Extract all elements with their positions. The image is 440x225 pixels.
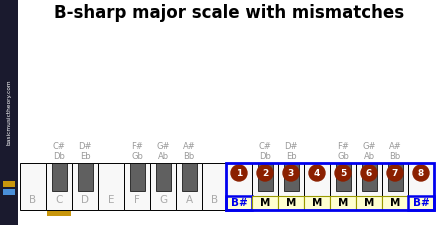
Bar bbox=[98, 163, 124, 210]
Circle shape bbox=[231, 165, 247, 181]
Bar bbox=[283, 163, 298, 191]
Bar bbox=[362, 163, 377, 191]
Circle shape bbox=[361, 165, 377, 181]
Bar bbox=[150, 163, 176, 210]
Text: M: M bbox=[338, 198, 348, 208]
Text: G: G bbox=[159, 195, 167, 205]
Bar bbox=[304, 196, 330, 210]
Text: A#
Bb: A# Bb bbox=[183, 142, 195, 161]
Text: M: M bbox=[364, 198, 374, 208]
Bar bbox=[46, 163, 72, 210]
Text: F#
Gb: F# Gb bbox=[131, 142, 143, 161]
Text: E: E bbox=[108, 195, 114, 205]
Text: M: M bbox=[260, 198, 270, 208]
Bar bbox=[382, 196, 408, 210]
Bar bbox=[257, 163, 272, 191]
Text: M: M bbox=[312, 198, 322, 208]
Text: F: F bbox=[134, 195, 140, 205]
Text: D: D bbox=[81, 195, 89, 205]
Bar bbox=[408, 196, 434, 210]
Text: B: B bbox=[212, 195, 219, 205]
Text: D#
Eb: D# Eb bbox=[78, 142, 92, 161]
Text: 4: 4 bbox=[314, 169, 320, 178]
Circle shape bbox=[335, 165, 351, 181]
Bar bbox=[3, 181, 15, 187]
Text: 2: 2 bbox=[262, 169, 268, 178]
Text: A: A bbox=[185, 195, 193, 205]
Circle shape bbox=[413, 165, 429, 181]
Bar bbox=[408, 163, 434, 210]
Text: D#
Eb: D# Eb bbox=[284, 142, 298, 161]
Bar bbox=[226, 163, 252, 210]
Bar bbox=[181, 163, 197, 191]
Bar bbox=[77, 163, 92, 191]
Text: 6: 6 bbox=[366, 169, 372, 178]
Bar bbox=[382, 163, 408, 210]
Bar bbox=[124, 163, 150, 210]
Bar bbox=[47, 211, 71, 216]
Text: G#
Ab: G# Ab bbox=[362, 142, 376, 161]
Bar bbox=[356, 196, 382, 210]
Text: B#: B# bbox=[413, 198, 429, 208]
Bar bbox=[0, 0, 18, 225]
Bar bbox=[129, 163, 144, 191]
Bar bbox=[388, 163, 403, 191]
Text: B#: B# bbox=[231, 198, 247, 208]
Bar bbox=[304, 163, 330, 210]
Bar bbox=[335, 163, 351, 191]
Bar bbox=[3, 189, 15, 195]
Bar bbox=[20, 163, 46, 210]
Text: C#
Db: C# Db bbox=[259, 142, 271, 161]
Bar bbox=[226, 163, 434, 210]
Bar bbox=[176, 163, 202, 210]
Bar bbox=[252, 163, 278, 210]
Text: 8: 8 bbox=[418, 169, 424, 178]
Text: F#
Gb: F# Gb bbox=[337, 142, 349, 161]
Text: C: C bbox=[55, 195, 62, 205]
Bar bbox=[72, 163, 98, 210]
Bar bbox=[252, 196, 278, 210]
Text: 5: 5 bbox=[340, 169, 346, 178]
Text: M: M bbox=[390, 198, 400, 208]
Bar bbox=[330, 196, 356, 210]
Bar bbox=[226, 196, 252, 210]
Text: 1: 1 bbox=[236, 169, 242, 178]
Circle shape bbox=[283, 165, 299, 181]
Text: C#
Db: C# Db bbox=[52, 142, 66, 161]
Circle shape bbox=[257, 165, 273, 181]
Bar bbox=[356, 163, 382, 210]
Bar bbox=[155, 163, 170, 191]
Bar bbox=[278, 196, 304, 210]
Text: basicmusictheory.com: basicmusictheory.com bbox=[7, 80, 11, 145]
Bar bbox=[278, 163, 304, 210]
Text: B: B bbox=[29, 195, 37, 205]
Text: G#
Ab: G# Ab bbox=[156, 142, 170, 161]
Bar bbox=[330, 163, 356, 210]
Circle shape bbox=[387, 165, 403, 181]
Circle shape bbox=[309, 165, 325, 181]
Bar bbox=[202, 163, 228, 210]
Text: M: M bbox=[286, 198, 296, 208]
Text: 3: 3 bbox=[288, 169, 294, 178]
Text: 7: 7 bbox=[392, 169, 398, 178]
Bar bbox=[51, 163, 66, 191]
Text: A#
Bb: A# Bb bbox=[389, 142, 401, 161]
Text: B-sharp major scale with mismatches: B-sharp major scale with mismatches bbox=[54, 4, 404, 22]
